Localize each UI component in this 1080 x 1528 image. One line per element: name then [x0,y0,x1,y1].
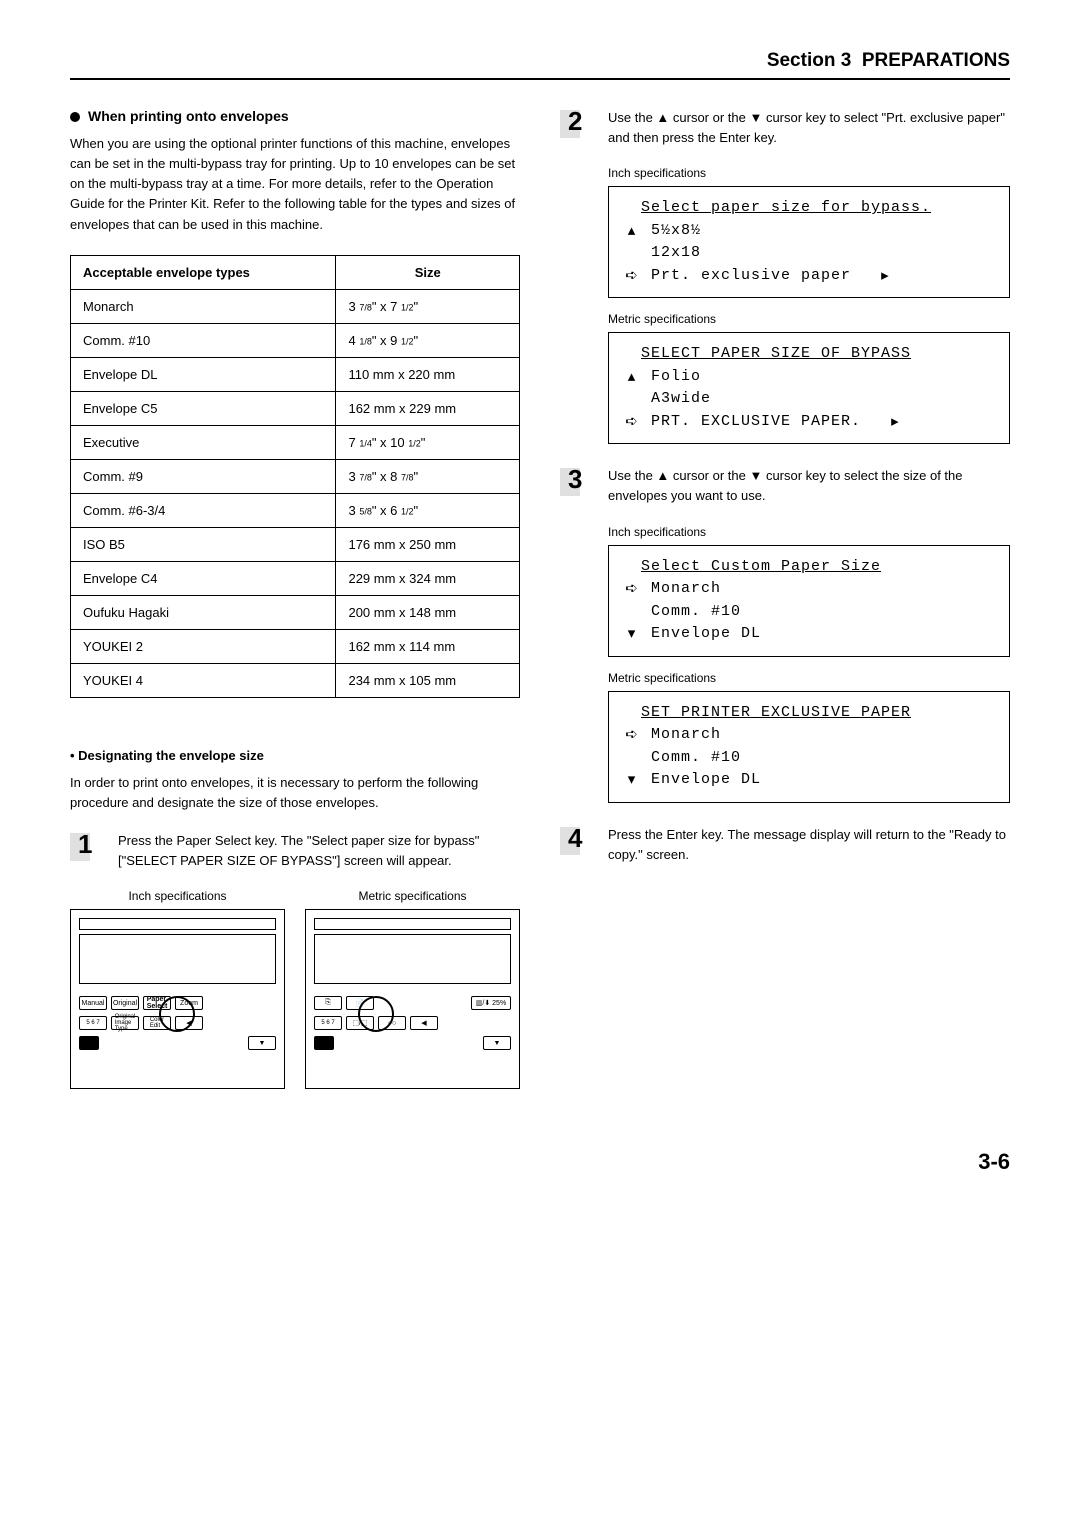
table-row: Envelope DL110 mm x 220 mm [71,357,520,391]
intro-paragraph: When you are using the optional printer … [70,134,520,235]
spec-metric-label: Metric specifications [608,312,1010,326]
lcd-screen-2a: Select paper size for bypass. ▴ 5½x8½ 12… [608,186,1010,298]
right-arrow-icon: ➪ [623,724,641,747]
lcd-screen-3a: Select Custom Paper Size ➪ Monarch Comm.… [608,545,1010,657]
step-4: 4 Press the Enter key. The message displ… [560,825,1010,865]
right-arrow-icon: ➪ [623,578,641,601]
right-arrow-icon: ➪ [623,265,641,288]
table-row: Monarch3 7/8" x 7 1/2" [71,289,520,323]
panel-label-metric: Metric specifications [305,889,520,903]
table-row: Oufuku Hagaki200 mm x 148 mm [71,595,520,629]
control-panel-inch: ManualOriginalPaperSelectZoom 5 6 7Origi… [70,909,285,1089]
section-title: PREPARATIONS [862,50,1010,71]
envelopes-heading: When printing onto envelopes [70,108,520,124]
lcd-screen-3b: SET PRINTER EXCLUSIVE PAPER ➪ Monarch Co… [608,691,1010,803]
panel-label-inch: Inch specifications [70,889,285,903]
table-row: Comm. #93 7/8" x 8 7/8" [71,459,520,493]
table-row: Envelope C4229 mm x 324 mm [71,561,520,595]
two-column-layout: When printing onto envelopes When you ar… [70,108,1010,1089]
table-body: Monarch3 7/8" x 7 1/2" Comm. #104 1/8" x… [71,289,520,697]
up-arrow-icon: ▴ [623,220,641,243]
left-column: When printing onto envelopes When you ar… [70,108,520,1089]
step-3-text: Use the ▲ cursor or the ▼ cursor key to … [608,466,1010,506]
step-number-icon: 2 [560,108,598,134]
down-arrow-icon: ▾ [623,623,641,646]
bullet-icon [70,112,80,122]
col-types: Acceptable envelope types [71,255,336,289]
right-arrow-icon: ➪ [623,411,641,434]
table-row: Executive7 1/4" x 10 1/2" [71,425,520,459]
lcd-screen-2b: SELECT PAPER SIZE OF BYPASS ▴ Folio A3wi… [608,332,1010,444]
step-2-text: Use the ▲ cursor or the ▼ cursor key to … [608,108,1010,148]
designate-text: In order to print onto envelopes, it is … [70,773,520,813]
spec-inch-label: Inch specifications [608,525,1010,539]
step-number-icon: 4 [560,825,598,851]
up-arrow-icon: ▴ [623,366,641,389]
table-row: YOUKEI 4234 mm x 105 mm [71,663,520,697]
page-header: Section 3 PREPARATIONS [70,50,1010,80]
step-2: 2 Use the ▲ cursor or the ▼ cursor key t… [560,108,1010,148]
step-number-icon: 3 [560,466,598,492]
spec-inch-label: Inch specifications [608,166,1010,180]
table-row: YOUKEI 2162 mm x 114 mm [71,629,520,663]
spec-metric-label: Metric specifications [608,671,1010,685]
table-row: ISO B5176 mm x 250 mm [71,527,520,561]
step-number-icon: 1 [70,831,108,857]
table-row: Comm. #6-3/43 5/8" x 6 1/2" [71,493,520,527]
step-4-text: Press the Enter key. The message display… [608,825,1010,865]
table-row: Envelope C5162 mm x 229 mm [71,391,520,425]
step-1-text: Press the Paper Select key. The "Select … [118,831,520,871]
down-arrow-icon: ▾ [623,769,641,792]
step-1: 1 Press the Paper Select key. The "Selec… [70,831,520,871]
control-panel-metric: ⎘📄▥/⬇ 25% 5 6 7⬚/⬚○○◀ ▼ [305,909,520,1089]
step-3: 3 Use the ▲ cursor or the ▼ cursor key t… [560,466,1010,506]
highlight-circle-icon [358,996,394,1032]
heading-text: When printing onto envelopes [88,108,289,124]
panel-illustrations: Inch specifications ManualOriginalPaperS… [70,889,520,1089]
col-size: Size [336,255,520,289]
highlight-circle-icon [159,996,195,1032]
envelope-table: Acceptable envelope types Size Monarch3 … [70,255,520,698]
designate-heading: Designating the envelope size [70,748,520,763]
page-number: 3-6 [70,1149,1010,1175]
right-column: 2 Use the ▲ cursor or the ▼ cursor key t… [560,108,1010,1089]
table-row: Comm. #104 1/8" x 9 1/2" [71,323,520,357]
section-label: Section 3 [767,50,851,71]
